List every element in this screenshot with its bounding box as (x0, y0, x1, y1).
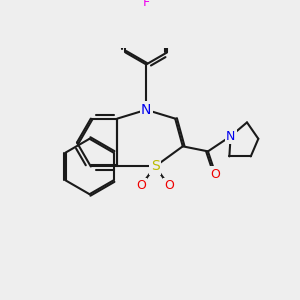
Text: O: O (164, 179, 174, 192)
Text: N: N (226, 130, 235, 143)
Text: N: N (141, 103, 152, 117)
Text: S: S (151, 160, 159, 173)
Text: F: F (143, 0, 150, 9)
Text: O: O (211, 167, 220, 181)
Text: O: O (136, 179, 146, 192)
